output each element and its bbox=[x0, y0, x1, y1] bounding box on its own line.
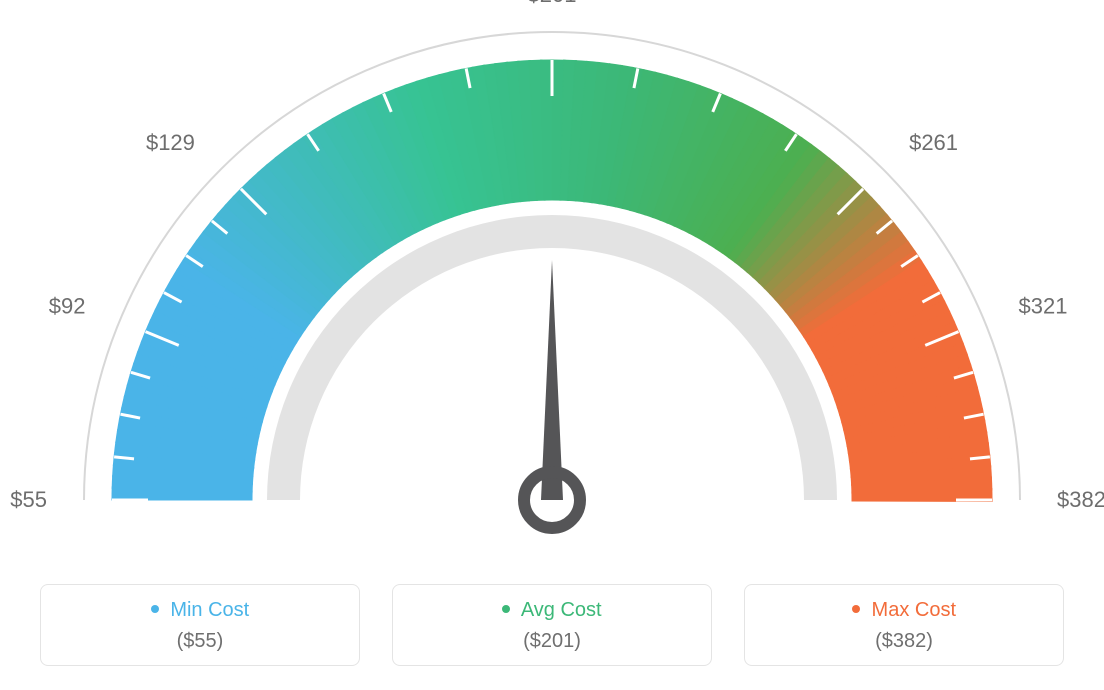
gauge-tick-label: $92 bbox=[49, 294, 86, 319]
legend-card-max: Max Cost ($382) bbox=[744, 584, 1064, 666]
legend-label-avg: Avg Cost bbox=[521, 599, 602, 621]
gauge-tick-label: $201 bbox=[528, 0, 577, 7]
legend-value-min: ($55) bbox=[51, 630, 349, 653]
gauge-tick-label: $321 bbox=[1019, 294, 1068, 319]
gauge-needle bbox=[541, 260, 563, 500]
legend-label-max: Max Cost bbox=[872, 599, 956, 621]
legend-dot-min bbox=[151, 605, 159, 613]
legend-label-min: Min Cost bbox=[170, 599, 249, 621]
legend-card-avg: Avg Cost ($201) bbox=[392, 584, 712, 666]
legend-title-avg: Avg Cost bbox=[403, 599, 701, 622]
legend-value-avg: ($201) bbox=[403, 630, 701, 653]
gauge-tick-label: $55 bbox=[10, 487, 47, 512]
gauge-tick-label: $261 bbox=[909, 130, 958, 155]
gauge-svg: $55 $92 $129 $201 $261 $321 $382 bbox=[0, 0, 1104, 560]
legend-title-min: Min Cost bbox=[51, 599, 349, 622]
gauge-tick-label: $129 bbox=[146, 130, 195, 155]
legend-value-max: ($382) bbox=[755, 630, 1053, 653]
legend-dot-avg bbox=[502, 605, 510, 613]
legend-title-max: Max Cost bbox=[755, 599, 1053, 622]
legend-card-min: Min Cost ($55) bbox=[40, 584, 360, 666]
legend-row: Min Cost ($55) Avg Cost ($201) Max Cost … bbox=[0, 584, 1104, 666]
cost-gauge: $55 $92 $129 $201 $261 $321 $382 bbox=[0, 0, 1104, 560]
gauge-tick-label: $382 bbox=[1057, 487, 1104, 512]
legend-dot-max bbox=[852, 605, 860, 613]
